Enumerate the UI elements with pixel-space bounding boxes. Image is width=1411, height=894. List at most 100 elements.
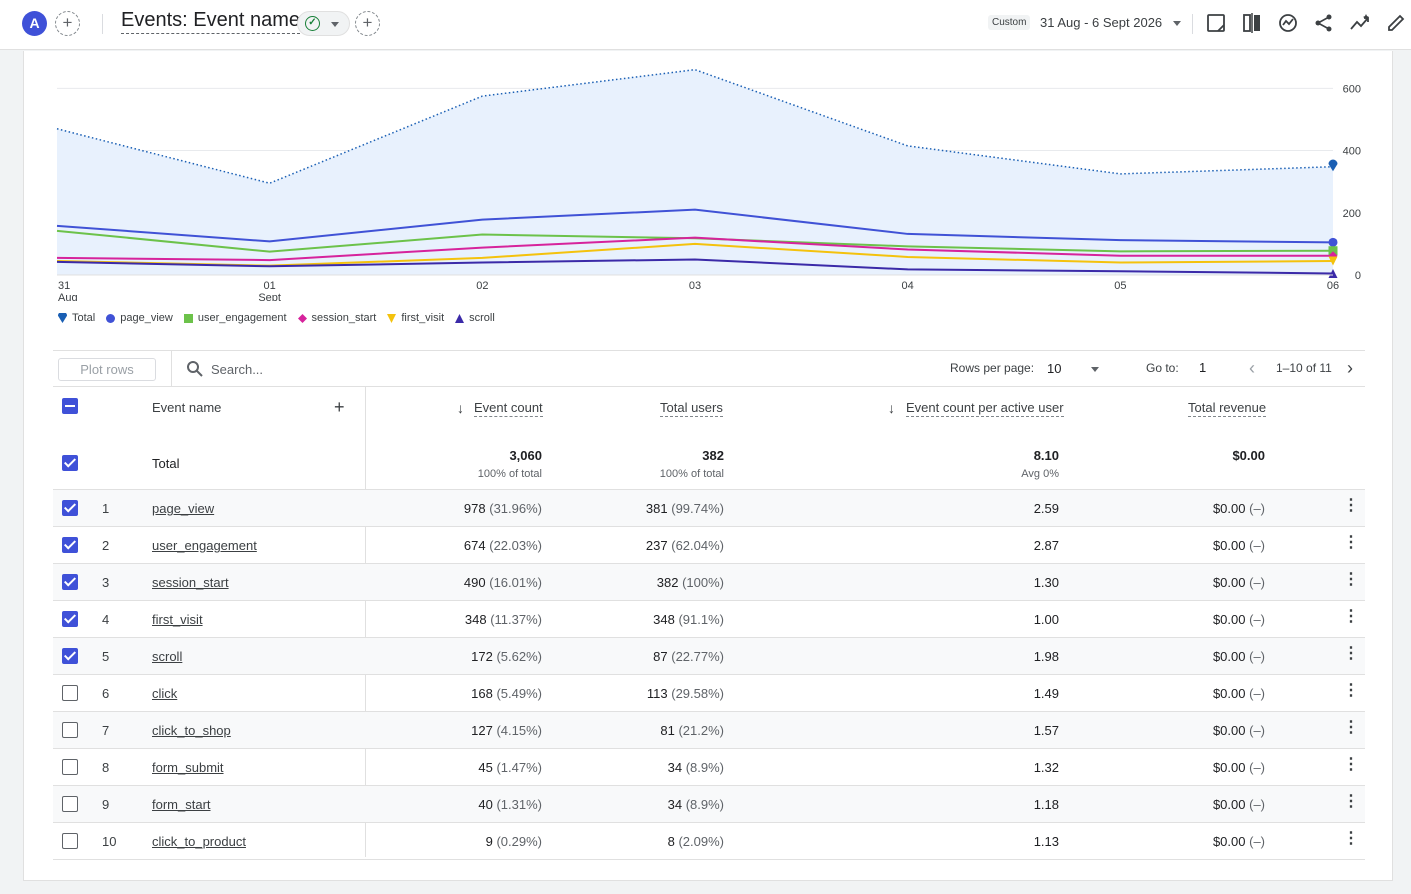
row-checkbox[interactable] <box>62 759 78 775</box>
more-vert-icon[interactable]: ⋮ <box>1343 756 1359 773</box>
table-row[interactable]: 1 page_view 978 (31.96%) 381 (99.74%) 2.59 $0… <box>53 490 1365 527</box>
trending-icon[interactable] <box>1349 12 1371 34</box>
add-comparison-button[interactable]: + <box>55 11 80 36</box>
search-input[interactable] <box>211 359 511 379</box>
add-tab-button[interactable]: + <box>355 11 380 36</box>
table-row[interactable]: 2 user_engagement 674 (22.03%) 237 (62.04%)… <box>53 527 1365 564</box>
legend-item[interactable]: session_start <box>297 312 376 324</box>
event-name-link[interactable]: click <box>152 686 178 701</box>
header-event-count-per-user[interactable]: Event count per active user <box>906 400 1064 417</box>
goto-page-input[interactable]: 1 <box>1199 360 1207 375</box>
date-custom-chip[interactable]: Custom <box>988 15 1031 30</box>
event-name-link[interactable]: user_engagement <box>152 538 257 553</box>
revenue-value: $0.00 <box>1212 575 1246 590</box>
select-all-checkbox[interactable] <box>62 398 78 414</box>
series-line-session_start <box>56 236 1333 262</box>
table-row[interactable]: 10 click_to_product 9 (0.29%) 8 (2.09%) 1.13… <box>53 823 1365 860</box>
per-user-cell: 2.59 <box>1033 501 1059 516</box>
series-endpoint-triangle-down-marker[interactable] <box>1328 256 1338 266</box>
row-index: 4 <box>102 612 110 627</box>
total-event-count-sub: 100% of total <box>477 468 542 480</box>
event-name-link[interactable]: first_visit <box>152 612 203 627</box>
row-index: 2 <box>102 538 110 553</box>
rows-per-page-select[interactable]: 10 <box>1047 358 1107 380</box>
legend-item[interactable]: scroll <box>454 312 495 324</box>
more-vert-icon[interactable]: ⋮ <box>1343 793 1359 810</box>
revenue-cell: $0.00 (–) <box>1213 649 1265 664</box>
report-title[interactable]: Events: Event name <box>121 9 300 34</box>
comparison-avatar[interactable]: A <box>22 11 47 36</box>
row-checkbox[interactable] <box>62 722 78 738</box>
legend-label: scroll <box>469 312 495 324</box>
event-name-link[interactable]: click_to_shop <box>152 723 231 738</box>
total-users-value: 237 <box>645 538 668 553</box>
series-endpoint-pin-marker[interactable] <box>1328 159 1338 172</box>
event-name-link[interactable]: form_submit <box>152 760 224 775</box>
report-status-dropdown[interactable]: ✓ <box>297 11 350 36</box>
legend-item[interactable]: first_visit <box>386 312 444 324</box>
event-name-link[interactable]: scroll <box>152 649 183 664</box>
header-total-users[interactable]: Total users <box>660 400 723 417</box>
share-icon[interactable] <box>1313 12 1335 34</box>
compare-icon[interactable] <box>1241 12 1263 34</box>
sort-desc-icon[interactable]: ↓ <box>888 400 895 416</box>
more-vert-icon[interactable]: ⋮ <box>1343 571 1359 588</box>
row-checkbox[interactable] <box>62 537 78 553</box>
series-endpoint-diamond-marker[interactable] <box>1328 251 1338 261</box>
event-name-link[interactable]: form_start <box>152 797 211 812</box>
row-checkbox[interactable] <box>62 796 78 812</box>
series-endpoint-square-marker[interactable] <box>1328 246 1338 256</box>
header-event-name[interactable]: Event name <box>152 400 222 415</box>
event-count-cell: 45 (1.47%) <box>478 760 542 775</box>
revenue-value: $0.00 <box>1212 686 1246 701</box>
table-row[interactable]: 9 form_start 40 (1.31%) 34 (8.9%) 1.18 $0.00 … <box>53 786 1365 823</box>
date-range-caret-icon[interactable] <box>1173 21 1181 26</box>
insights-icon[interactable] <box>1277 12 1299 34</box>
legend-item[interactable]: page_view <box>105 312 173 324</box>
header-event-count[interactable]: Event count <box>474 400 543 417</box>
report-notes-icon[interactable] <box>1205 12 1227 34</box>
row-checkbox[interactable] <box>62 611 78 627</box>
table-row[interactable]: 5 scroll 172 (5.62%) 87 (22.77%) 1.98 $0.00 (… <box>53 638 1365 675</box>
more-vert-icon[interactable]: ⋮ <box>1343 534 1359 551</box>
event-count-pct: (5.49%) <box>496 686 542 701</box>
add-dimension-icon[interactable]: + <box>334 397 345 417</box>
more-vert-icon[interactable]: ⋮ <box>1343 719 1359 736</box>
total-users-pct: (2.09%) <box>678 834 724 849</box>
table-row[interactable]: 3 session_start 490 (16.01%) 382 (100%) 1.30… <box>53 564 1365 601</box>
more-vert-icon[interactable]: ⋮ <box>1343 645 1359 662</box>
series-line-Total <box>56 68 1334 185</box>
row-checkbox[interactable] <box>62 648 78 664</box>
table-row[interactable]: 6 click 168 (5.49%) 113 (29.58%) 1.49 $0.00 (… <box>53 675 1365 712</box>
row-checkbox[interactable] <box>62 833 78 849</box>
legend-item[interactable]: Total <box>57 312 95 324</box>
table-row[interactable]: 8 form_submit 45 (1.47%) 34 (8.9%) 1.32 $0.00… <box>53 749 1365 786</box>
date-range-label[interactable]: 31 Aug - 6 Sept 2026 <box>1040 15 1163 30</box>
more-vert-icon[interactable]: ⋮ <box>1343 682 1359 699</box>
event-name-link[interactable]: session_start <box>152 575 229 590</box>
more-vert-icon[interactable]: ⋮ <box>1343 497 1359 514</box>
revenue-pct: (–) <box>1249 649 1265 664</box>
plot-rows-button[interactable]: Plot rows <box>58 358 156 381</box>
event-count-value: 490 <box>463 575 486 590</box>
prev-page-icon[interactable]: ‹ <box>1249 358 1255 378</box>
total-users-value: 382 <box>656 575 679 590</box>
series-endpoint-circle-marker[interactable] <box>1328 237 1338 247</box>
more-vert-icon[interactable]: ⋮ <box>1343 608 1359 625</box>
event-name-link[interactable]: page_view <box>152 501 215 516</box>
header-total-revenue[interactable]: Total revenue <box>1188 400 1267 417</box>
legend-label: page_view <box>120 312 173 324</box>
table-row[interactable]: 4 first_visit 348 (11.37%) 348 (91.1%) 1.00 $… <box>53 601 1365 638</box>
more-vert-icon[interactable]: ⋮ <box>1343 830 1359 847</box>
edit-icon[interactable] <box>1385 12 1407 34</box>
legend-item[interactable]: user_engagement <box>183 312 287 324</box>
event-name-link[interactable]: click_to_product <box>152 834 246 849</box>
row-checkbox[interactable] <box>62 500 78 516</box>
sort-desc-icon[interactable]: ↓ <box>457 400 464 416</box>
table-row[interactable]: 7 click_to_shop 127 (4.15%) 81 (21.2%) 1.57 $… <box>53 712 1365 749</box>
next-page-icon[interactable]: › <box>1347 358 1353 378</box>
series-endpoint-triangle-up-marker[interactable] <box>1328 268 1338 278</box>
totals-checkbox[interactable] <box>62 455 78 471</box>
row-checkbox[interactable] <box>62 574 78 590</box>
row-checkbox[interactable] <box>62 685 78 701</box>
